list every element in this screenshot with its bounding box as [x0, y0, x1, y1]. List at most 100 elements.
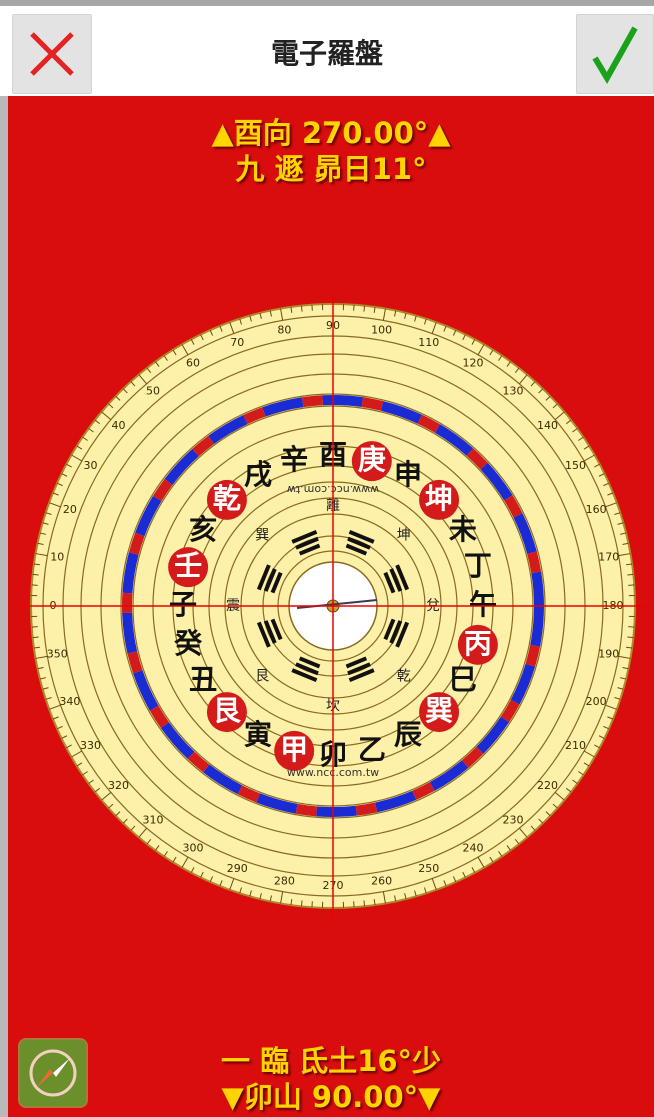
trigram-bar: [263, 620, 277, 644]
degree-tick: [94, 787, 101, 793]
degree-label: 200: [586, 695, 607, 708]
degree-label: 150: [565, 459, 586, 472]
degree-tick: [594, 463, 600, 468]
degree-tick: [49, 502, 61, 508]
degree-tick: [514, 367, 520, 374]
degree-tick: [37, 542, 44, 545]
degree-tick: [61, 473, 68, 477]
degree-tick: [219, 880, 223, 887]
trigram-bar: [345, 656, 368, 669]
degree-tick: [471, 867, 476, 873]
palace-label: 辰: [394, 718, 422, 751]
degree-tick: [554, 792, 565, 801]
degree-tick: [538, 818, 544, 824]
palace-marker: [351, 441, 392, 482]
palace-marker: [457, 624, 498, 665]
trigram-label: 乾: [397, 669, 411, 685]
check-icon: [592, 26, 638, 84]
degree-label: 340: [59, 695, 80, 708]
palace-label: 辛: [280, 443, 308, 476]
degree-label: 80: [277, 323, 291, 336]
trigram-bar: [291, 668, 318, 683]
palace-marker: [206, 692, 247, 733]
degree-tick: [530, 381, 536, 387]
compass-toggle-button[interactable]: [18, 1038, 88, 1108]
palace-marker: [419, 479, 460, 520]
palace-label: 丑: [189, 663, 217, 696]
compass-view: ▲酉向 270.00°▲ 九 遯 昴日11° 01020304050607080…: [8, 96, 654, 1117]
degree-label: 240: [463, 841, 484, 854]
degree-tick: [552, 803, 558, 809]
degree-tick: [462, 334, 466, 341]
degree-tick: [76, 762, 83, 767]
degree-tick: [578, 436, 584, 441]
compass-icon: [29, 1049, 77, 1097]
palace-label: 癸: [173, 627, 202, 660]
trigram-bar: [256, 564, 271, 591]
trigram-bar: [395, 564, 410, 591]
degree-tick: [200, 334, 204, 341]
close-button[interactable]: [12, 14, 92, 94]
degree-tick: [514, 838, 520, 845]
degree-tick: [622, 542, 629, 545]
degree-tick: [617, 522, 624, 525]
degree-tick: [155, 845, 160, 851]
degree-tick: [163, 355, 168, 361]
trigram-bar: [347, 662, 371, 676]
confirm-button[interactable]: [576, 14, 654, 94]
compass-dial[interactable]: 0102030405060708090100110120130140150160…: [8, 96, 654, 1117]
degree-tick: [382, 308, 386, 321]
degree-tick: [209, 329, 214, 336]
degree-tick: [35, 553, 48, 557]
degree-label: 220: [537, 779, 558, 792]
degree-tick: [71, 750, 83, 758]
degree-tick: [583, 750, 595, 758]
degree-tick: [538, 388, 544, 394]
degree-tick: [94, 419, 101, 425]
degree-tick: [52, 492, 59, 496]
degree-tick: [552, 403, 558, 409]
trigram-bar: [348, 668, 375, 683]
degree-tick: [82, 771, 88, 776]
trigram-bar: [270, 618, 283, 641]
trigram-bar: [295, 662, 319, 676]
degree-label: 20: [63, 503, 77, 516]
degree-tick: [239, 887, 243, 894]
trigram-bar: [298, 656, 321, 669]
palace-label: 午: [469, 588, 497, 621]
degree-tick: [82, 436, 88, 441]
degree-tick: [209, 876, 214, 883]
title-bar: 電子羅盤: [0, 0, 654, 96]
palace-marker: [206, 479, 247, 520]
degree-tick: [115, 395, 121, 401]
palace-marker: [419, 692, 460, 733]
degree-tick: [115, 811, 121, 817]
degree-tick: [373, 899, 376, 906]
degree-tick: [443, 880, 447, 887]
palace-label: 戌: [244, 458, 272, 491]
degree-tick: [572, 779, 578, 784]
degree-label: 260: [371, 875, 392, 888]
degree-label: 60: [186, 357, 200, 370]
degree-tick: [76, 445, 83, 450]
degree-label: 250: [418, 862, 439, 875]
degree-label: 120: [463, 357, 484, 370]
palace-label: 丙: [464, 627, 492, 660]
degree-tick: [498, 355, 503, 361]
degree-tick: [565, 787, 572, 793]
degree-tick: [130, 381, 136, 387]
palace-label: 庚: [358, 443, 386, 476]
degree-tick: [583, 762, 590, 767]
degree-tick: [489, 856, 494, 863]
degree-tick: [146, 367, 152, 374]
degree-label: 30: [84, 459, 98, 472]
degree-tick: [627, 636, 634, 639]
degree-tick: [42, 687, 49, 690]
degree-tick: [290, 899, 293, 906]
degree-tick: [33, 563, 40, 566]
degree-tick: [138, 374, 147, 385]
degree-tick: [190, 867, 195, 873]
degree-tick: [431, 878, 437, 890]
sitting-direction-readout: ▼卯山 90.00°▼: [221, 1080, 441, 1114]
degree-tick: [155, 361, 160, 367]
